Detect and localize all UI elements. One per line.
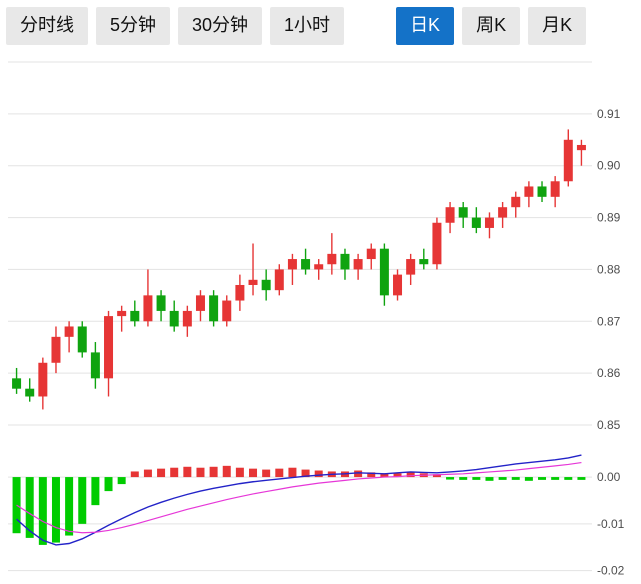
macd-histogram (12, 465, 586, 545)
svg-text:0.88: 0.88 (597, 262, 621, 276)
svg-text:0.00: 0.00 (597, 470, 621, 484)
svg-text:0.90: 0.90 (597, 159, 621, 173)
tab-time-line[interactable]: 分时线 (6, 7, 88, 45)
candles (12, 129, 586, 410)
tab-daily-k[interactable]: 日K (396, 7, 455, 45)
svg-text:-0.02: -0.02 (597, 564, 625, 578)
main-axis-labels: 0.91 0.90 0.89 0.88 0.87 0.86 0.85 (597, 107, 621, 432)
tab-weekly-k[interactable]: 周K (462, 7, 521, 45)
tab-monthly-k[interactable]: 月K (528, 7, 587, 45)
svg-text:0.89: 0.89 (597, 211, 621, 225)
svg-text:0.87: 0.87 (597, 314, 621, 328)
svg-text:0.85: 0.85 (597, 418, 621, 432)
tab-1hour[interactable]: 1小时 (270, 7, 345, 45)
tab-5min[interactable]: 5分钟 (96, 7, 171, 45)
tab-30min[interactable]: 30分钟 (178, 7, 263, 45)
dif-line (16, 454, 582, 546)
macd-axis-labels: 0.00 -0.01 -0.02 (597, 470, 625, 578)
dea-line (16, 461, 582, 534)
tab-bar: 分时线 5分钟 30分钟 1小时 日K 周K 月K (6, 7, 587, 45)
svg-text:-0.01: -0.01 (597, 517, 625, 531)
svg-text:0.86: 0.86 (597, 366, 621, 380)
svg-text:0.91: 0.91 (597, 107, 621, 121)
